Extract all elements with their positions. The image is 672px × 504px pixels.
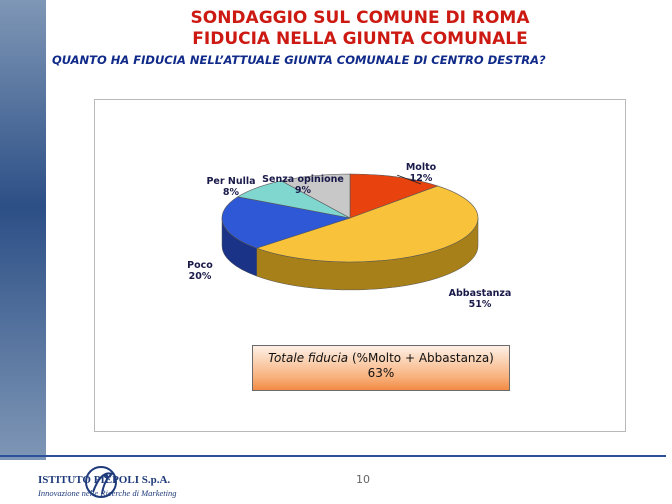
total-fiducia-box: Totale fiducia (%Molto + Abbastanza) 63% — [252, 345, 510, 391]
pie-slice-molto — [349, 173, 439, 219]
pie-slice-abbastanza — [255, 185, 479, 263]
side-band — [0, 0, 46, 460]
slice-label-senza-opinione: Senza opinione — [262, 174, 344, 185]
slice-value-senza-opinione: 9% — [295, 185, 312, 196]
company-name: ISTITUTO PIEPOLI S.p.A. — [38, 474, 171, 486]
company-tagline: Innovazione nelle Ricerche di Marketing — [38, 488, 177, 498]
page-number: 10 — [356, 473, 370, 486]
survey-question: QUANTO HA FIDUCIA NELL’ATTUALE GIUNTA CO… — [52, 53, 546, 67]
slice-value-molto: 12% — [410, 173, 433, 184]
slice-label-poco: Poco — [187, 260, 213, 271]
slice-value-per-nulla: 8% — [223, 187, 240, 198]
pie-slice-senza-opinione — [280, 173, 351, 219]
total-fiducia-italic: Totale fiducia — [268, 351, 349, 365]
slice-value-poco: 20% — [189, 271, 212, 282]
total-fiducia-value: 63% — [367, 366, 395, 380]
slice-label-abbastanza: Abbastanza — [449, 288, 512, 299]
slice-label-per-nulla: Per Nulla — [206, 176, 255, 187]
total-fiducia-label: Totale fiducia (%Molto + Abbastanza) — [253, 351, 509, 365]
page-subtitle: FIDUCIA NELLA GIUNTA COMUNALE — [192, 29, 528, 49]
istituto-piepoli-logo-icon — [85, 466, 117, 498]
leader-line-molto — [396, 174, 422, 185]
slice-label-molto: Molto — [406, 162, 437, 173]
slice-value-abbastanza: 51% — [469, 299, 492, 310]
pie-slice-poco — [221, 196, 351, 249]
total-fiducia-rest: (%Molto + Abbastanza) — [348, 351, 494, 365]
page-title: SONDAGGIO SUL COMUNE DI ROMA — [190, 8, 530, 28]
footer-rule — [0, 455, 666, 457]
